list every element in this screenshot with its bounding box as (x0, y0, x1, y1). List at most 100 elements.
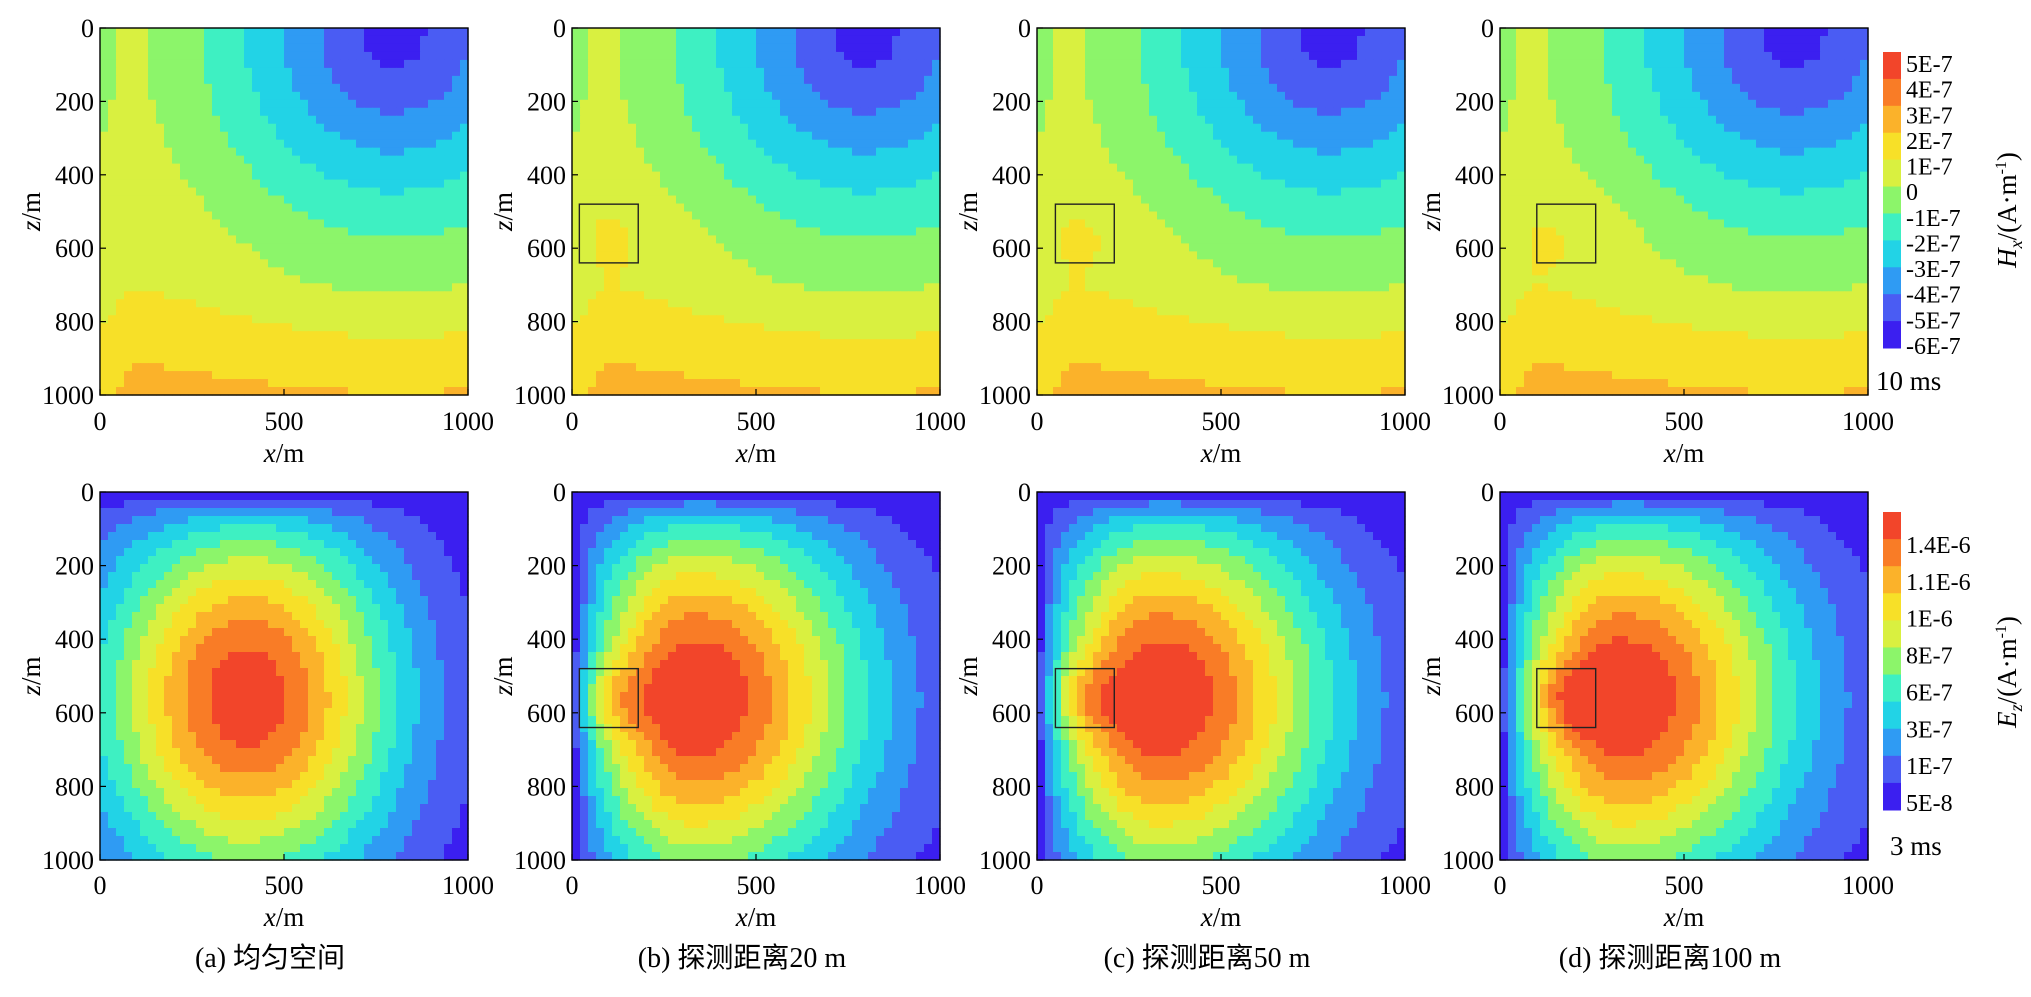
field-cell (780, 123, 789, 133)
field-cell (332, 171, 341, 181)
field-cell (236, 99, 245, 109)
field-cell (348, 339, 357, 348)
field-cell (308, 91, 317, 101)
field-cell (724, 251, 733, 260)
field-cell (676, 243, 685, 252)
field-cell (172, 299, 181, 308)
field-cell (116, 51, 125, 61)
field-cell (1245, 147, 1254, 157)
field-cell (860, 107, 869, 117)
field-cell (172, 227, 181, 237)
field-cell (308, 291, 317, 300)
field-cell (692, 99, 701, 109)
field-cell (348, 299, 357, 308)
field-cell (764, 371, 773, 380)
field-cell (460, 115, 469, 125)
field-cell (620, 267, 629, 276)
field-cell (1117, 75, 1126, 85)
field-cell (452, 51, 461, 61)
field-cell (1133, 107, 1142, 117)
field-cell (916, 171, 925, 181)
field-cell (324, 339, 333, 348)
field-cell (380, 243, 389, 252)
field-cell (316, 107, 325, 117)
field-cell (628, 123, 637, 133)
field-cell (172, 331, 181, 340)
field-cell (140, 323, 149, 332)
field-cell (756, 99, 765, 109)
field-cell (684, 171, 693, 181)
field-cell (820, 363, 829, 372)
field-cell (172, 219, 181, 229)
field-cell (804, 291, 813, 300)
field-cell (684, 387, 693, 396)
field-cell (660, 347, 669, 356)
field-cell (116, 171, 125, 181)
field-cell (908, 259, 917, 268)
field-cell (684, 67, 693, 77)
field-cell (1381, 75, 1390, 85)
field-cell (676, 28, 685, 37)
field-cell (108, 235, 117, 245)
field-cell (204, 331, 213, 340)
field-cell (748, 387, 757, 396)
field-cell (716, 227, 725, 237)
field-cell (100, 187, 109, 197)
field-cell (324, 315, 333, 324)
field-cell (316, 267, 325, 276)
field-cell (876, 339, 885, 348)
field-cell (788, 219, 797, 229)
field-cell (1317, 115, 1326, 125)
field-cell (900, 187, 909, 197)
field-cell (1365, 43, 1374, 53)
field-cell (700, 275, 709, 284)
field-cell (844, 387, 853, 396)
field-cell (180, 259, 189, 268)
field-cell (796, 163, 805, 173)
field-cell (916, 43, 925, 53)
field-cell (220, 195, 229, 205)
field-cell (300, 387, 309, 396)
field-cell (428, 99, 437, 109)
field-cell (1053, 99, 1062, 109)
field-cell (1205, 59, 1214, 69)
field-cell (260, 35, 269, 45)
field-cell (676, 307, 685, 316)
field-cell (652, 315, 661, 324)
field-cell (316, 219, 325, 229)
x-axis-label: x/m (735, 438, 777, 468)
field-cell (148, 99, 157, 109)
field-cell (412, 331, 421, 340)
field-cell (1269, 115, 1278, 125)
field-cell (196, 251, 205, 260)
field-cell (852, 211, 861, 221)
field-cell (156, 283, 165, 292)
field-cell (1253, 91, 1262, 101)
field-cell (236, 243, 245, 252)
field-cell (1269, 147, 1278, 157)
field-cell (1221, 35, 1230, 45)
field-cell (724, 99, 733, 109)
field-cell (892, 195, 901, 205)
field-cell (252, 99, 261, 109)
field-cell (876, 299, 885, 308)
field-cell (1165, 83, 1174, 93)
field-cell (892, 179, 901, 189)
field-cell (868, 43, 877, 53)
field-cell (372, 291, 381, 300)
field-cell (1237, 99, 1246, 109)
field-cell (380, 43, 389, 53)
field-cell (908, 307, 917, 316)
field-cell (228, 139, 237, 149)
field-cell (748, 187, 757, 197)
field-cell (604, 123, 613, 133)
field-cell (732, 315, 741, 324)
field-cell (1293, 43, 1302, 53)
field-cell (436, 99, 445, 109)
field-cell (764, 179, 773, 189)
field-cell (820, 83, 829, 93)
field-cell (164, 387, 173, 396)
field-cell (628, 347, 637, 356)
field-cell (628, 219, 637, 229)
field-cell (180, 227, 189, 237)
